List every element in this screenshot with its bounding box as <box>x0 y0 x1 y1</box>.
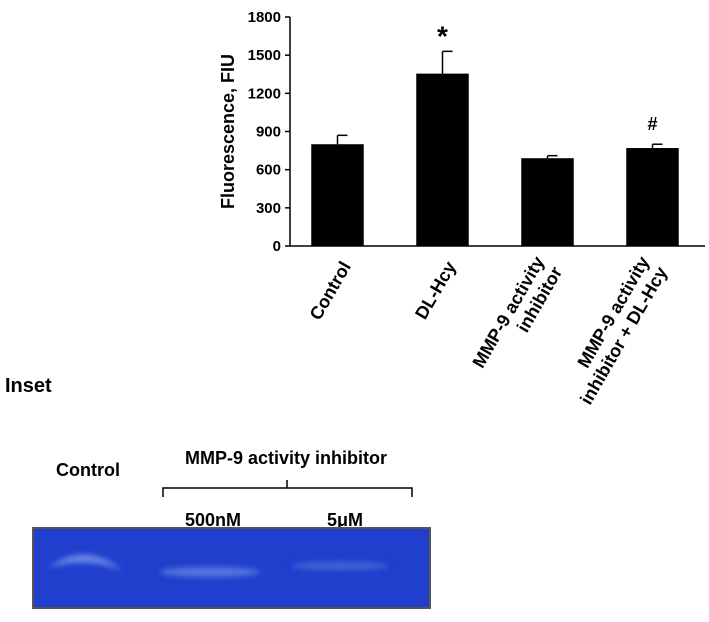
y-tick-label: 1800 <box>248 9 281 26</box>
band <box>160 567 260 577</box>
bar <box>311 144 364 246</box>
band <box>48 554 122 570</box>
inset-group-label: MMP-9 activity inhibitor <box>185 448 387 468</box>
y-axis-label: Fluorescence, FIU <box>218 54 238 209</box>
error-bar <box>546 154 558 159</box>
x-tick-label: MMP-9 activityinhibitor + DL-Hcy <box>558 253 671 408</box>
significance-mark: # <box>647 114 657 134</box>
y-tick-label: 600 <box>256 162 281 179</box>
y-tick-label: 300 <box>256 200 281 217</box>
gel-image <box>32 527 431 609</box>
bar <box>416 73 469 246</box>
inset-title: Inset <box>5 375 52 397</box>
y-tick-label: 900 <box>256 124 281 141</box>
band <box>292 562 388 570</box>
error-bar <box>651 143 663 149</box>
y-tick-label: 1200 <box>248 85 281 102</box>
lane-label: 500nM <box>185 510 241 530</box>
error-bar <box>441 50 453 74</box>
x-tick-label: MMP-9 activityinhibitor <box>468 253 566 382</box>
bar-chart: 0 300 600 900 1200 1500 1800 Fluorescence, FIU C… <box>218 9 705 408</box>
error-bar <box>336 134 348 145</box>
lane-label: 5μM <box>327 510 363 530</box>
y-tick-label: 0 <box>273 238 281 255</box>
x-tick-label: Control <box>306 258 355 323</box>
bracket <box>162 480 413 497</box>
bar <box>626 148 679 246</box>
significance-mark: * <box>437 20 448 51</box>
inset-control-label: Control <box>56 460 120 480</box>
y-tick-label: 1500 <box>248 47 281 64</box>
bar <box>521 158 574 246</box>
x-tick-label: DL-Hcy <box>411 258 460 323</box>
